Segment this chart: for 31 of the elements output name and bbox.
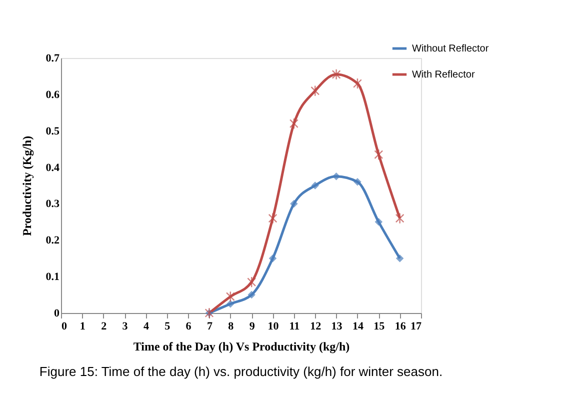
x-tick-label: 15 <box>374 320 386 332</box>
x-tick-label: 8 <box>228 320 234 332</box>
x-tick-label: 17 <box>410 320 422 332</box>
x-tick-label: 6 <box>186 320 192 332</box>
x-tick-label: 11 <box>289 320 300 332</box>
y-tick-label: 0.5 <box>46 125 60 138</box>
x-tick-label: 2 <box>101 320 108 332</box>
y-tick-label: 0 <box>54 308 60 320</box>
y-tick-label: 0.2 <box>46 234 60 247</box>
x-tick-label: 5 <box>164 320 171 332</box>
x-axis-title: Time of the Day (h) Vs Productivity (kg/h) <box>133 340 350 354</box>
x-tick-label: 13 <box>331 320 343 332</box>
legend-label: With Reflector <box>412 70 476 80</box>
x-tick-label: 14 <box>352 320 364 332</box>
x-tick-label: 3 <box>122 320 128 332</box>
y-tick-label: 0.7 <box>46 52 60 64</box>
x-tick-label: 16 <box>394 320 406 332</box>
x-tick-label: 0 <box>62 320 68 332</box>
x-tick-label: 7 <box>206 320 213 332</box>
x-tick-label: 4 <box>143 320 150 332</box>
x-tick-label: 12 <box>310 320 322 332</box>
y-tick-label: 0.3 <box>46 198 60 210</box>
y-axis-title: Productivity (Kg/h) <box>20 136 34 236</box>
x-tick-label: 9 <box>249 320 256 332</box>
y-tick-label: 0.6 <box>46 88 60 101</box>
legend-label: Without Reflector <box>412 44 490 54</box>
caption: Figure 15: Time of the day (h) vs. productivity (kg/h) for winter season. <box>39 364 443 379</box>
y-tick-label: 0.1 <box>46 271 60 284</box>
x-tick-label: 1 <box>80 320 86 332</box>
x-tick-label: 10 <box>268 320 280 332</box>
y-tick-label: 0.4 <box>46 162 60 174</box>
